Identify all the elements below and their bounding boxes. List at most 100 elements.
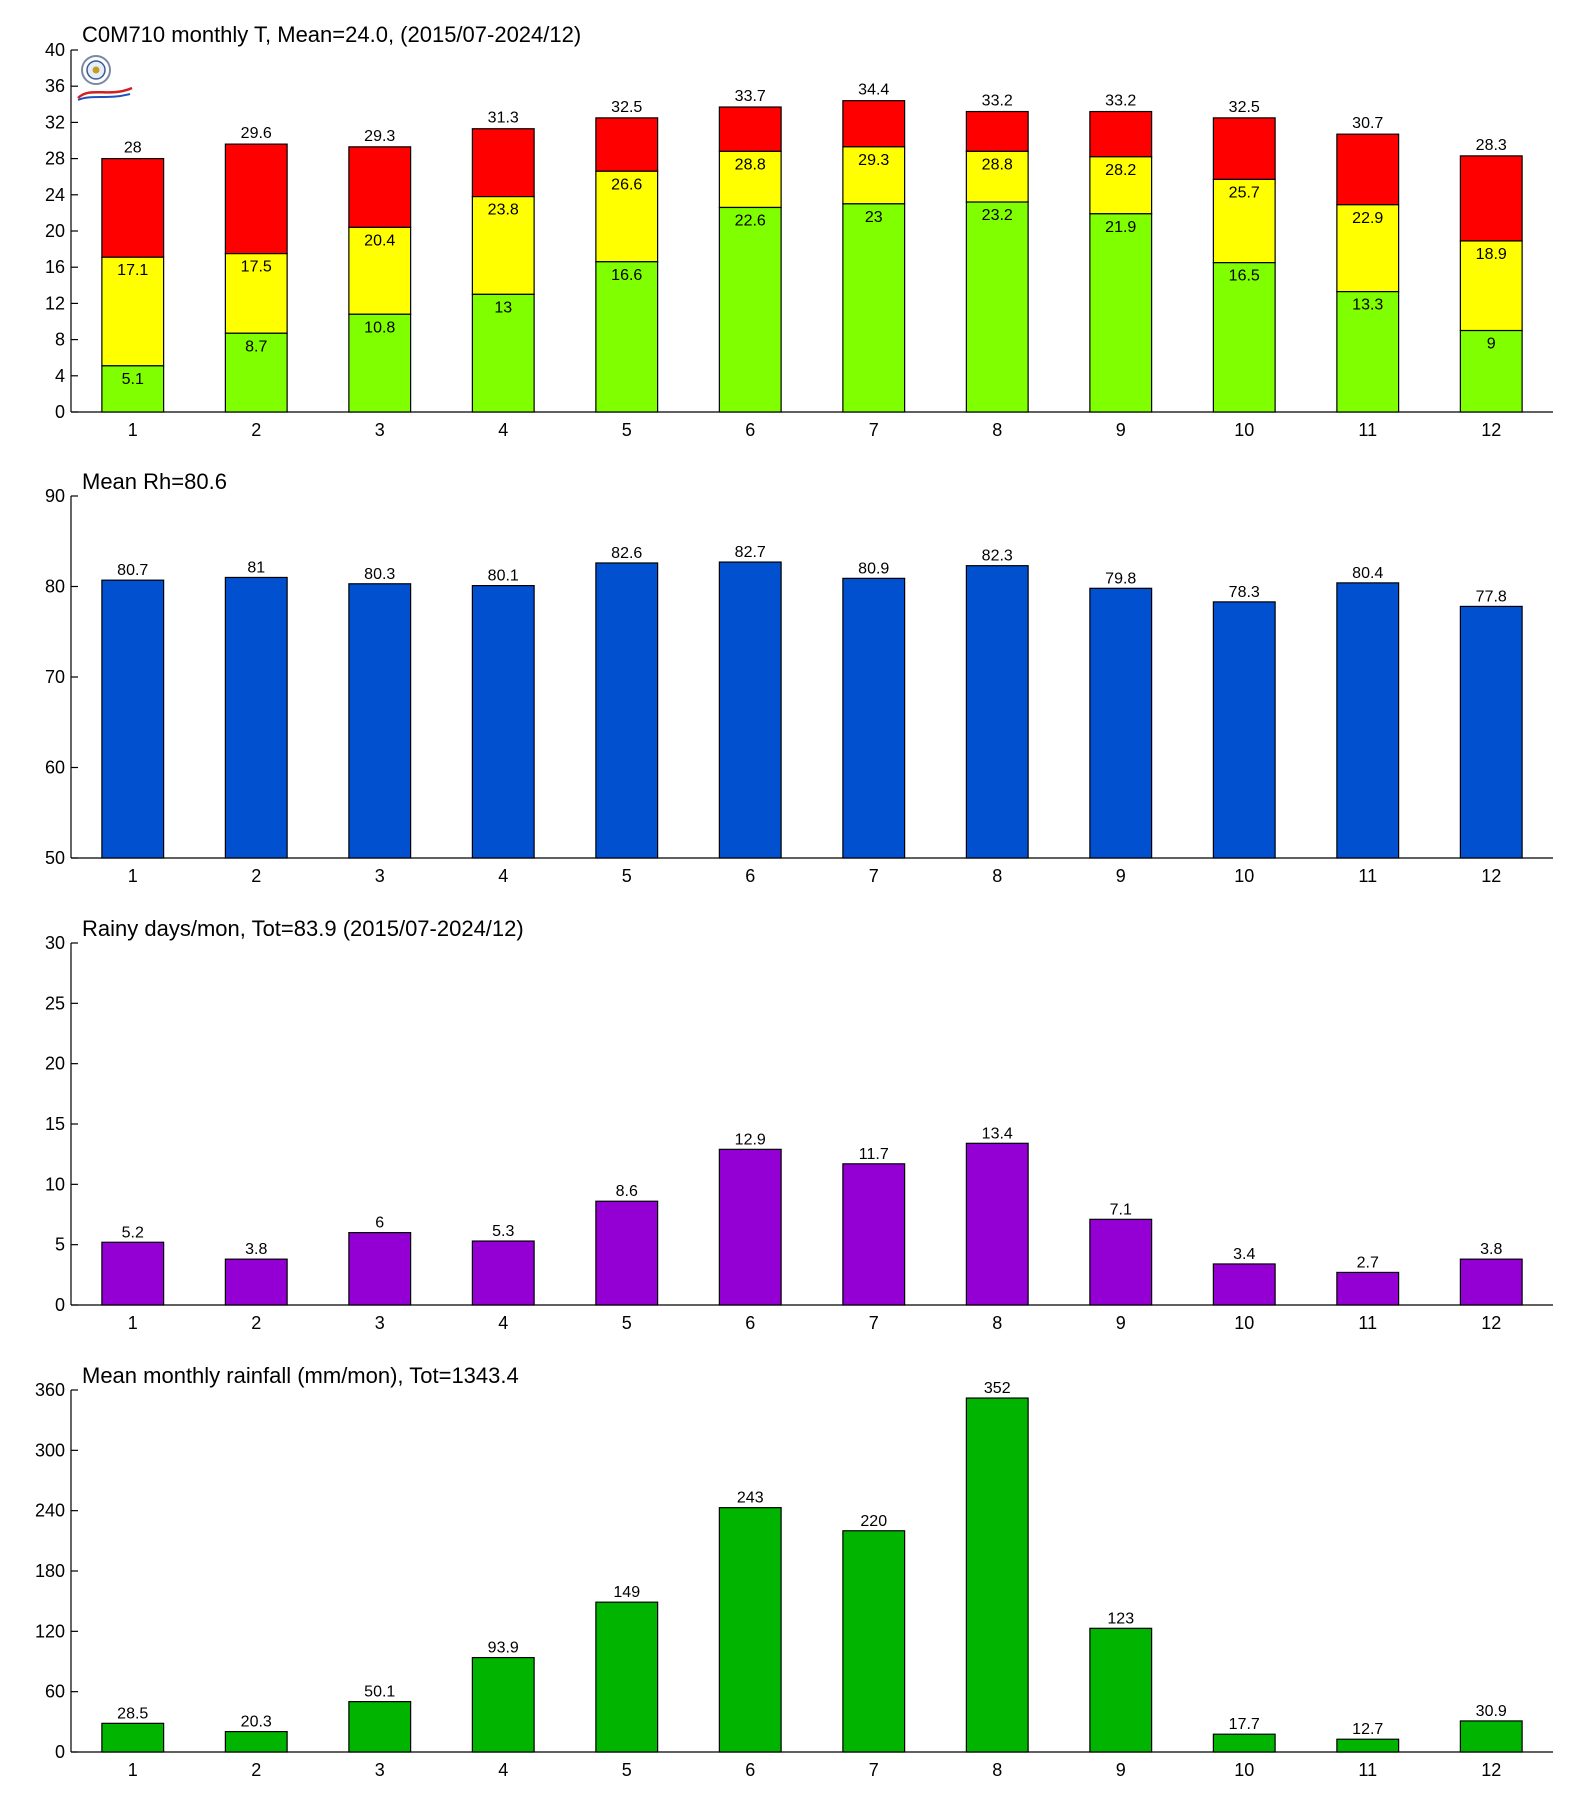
rainfall-x-tick-label: 8 [992, 1760, 1002, 1780]
rainy-days-value-label: 12.9 [735, 1131, 766, 1148]
rainy-days-y-tick-label: 0 [55, 1295, 65, 1315]
humidity-bar [1336, 582, 1400, 859]
humidity-y-tick-label: 60 [45, 758, 65, 778]
rainy-days-value-label: 3.8 [245, 1241, 267, 1258]
temperature-bar-mean [965, 150, 1029, 203]
temperature-low-label: 16.5 [1229, 268, 1260, 285]
rainfall-value-label: 28.5 [117, 1705, 148, 1722]
rainy-days-x-tick-label: 3 [375, 1313, 385, 1333]
rainfall-y-tick-label: 360 [35, 1380, 65, 1400]
temperature-x-tick-label: 1 [128, 420, 138, 440]
temperature-y-tick-label: 8 [55, 330, 65, 350]
rainfall-chart-title: Mean monthly rainfall (mm/mon), Tot=1343… [82, 1363, 519, 1388]
rainy-days-bar [718, 1148, 782, 1306]
rainy-days-bar [1089, 1218, 1153, 1306]
temperature-x-tick-label: 8 [992, 420, 1002, 440]
rainy-days-value-label: 5.2 [122, 1224, 144, 1241]
temperature-bar-high [224, 143, 288, 255]
rainy-days-y-tick-label: 10 [45, 1174, 65, 1194]
temperature-bar-low [718, 206, 782, 413]
temperature-x-tick-label: 5 [622, 420, 632, 440]
rainfall-value-label: 149 [613, 1584, 640, 1601]
rainy-days-x-tick-label: 12 [1481, 1313, 1501, 1333]
rainy-days-value-label: 11.7 [859, 1146, 889, 1163]
rainy-days-value-label: 6 [375, 1215, 384, 1232]
temperature-low-label: 23 [865, 209, 883, 226]
rainfall-value-label: 93.9 [488, 1640, 519, 1657]
rainfall-bar [1459, 1720, 1523, 1753]
humidity-y-tick-label: 80 [45, 577, 65, 597]
temperature-x-tick-label: 12 [1481, 420, 1501, 440]
temperature-chart-title: C0M710 monthly T, Mean=24.0, (2015/07-20… [82, 22, 581, 47]
temperature-bar-low [1212, 262, 1276, 413]
rainfall-bar [471, 1656, 535, 1753]
rainy-days-y-tick-label: 30 [45, 933, 65, 953]
temperature-high-label: 34.4 [858, 82, 889, 99]
humidity-x-tick-label: 8 [992, 866, 1002, 886]
temperature-bar-low [595, 261, 659, 413]
humidity-chart-title: Mean Rh=80.6 [82, 469, 227, 494]
rainy-days-x-tick-label: 4 [498, 1313, 508, 1333]
rainy-days-value-label: 5.3 [492, 1223, 514, 1240]
rainy-days-bar [224, 1258, 288, 1306]
temperature-mean-label: 17.1 [117, 262, 148, 279]
temperature-mean-label: 22.9 [1352, 210, 1383, 227]
rainy-days-y-tick-label: 5 [55, 1235, 65, 1255]
humidity-value-label: 79.8 [1105, 570, 1136, 587]
rainfall-bar [595, 1601, 659, 1753]
temperature-bar-low [842, 203, 906, 413]
temperature-mean-label: 18.9 [1476, 246, 1507, 263]
rainy-days-bar [595, 1200, 659, 1306]
rainfall-bar [224, 1730, 288, 1753]
humidity-bar [1089, 587, 1153, 859]
humidity-bar [965, 565, 1029, 859]
humidity-bar [1212, 601, 1276, 859]
humidity-x-tick-label: 6 [745, 866, 755, 886]
temperature-high-label: 32.5 [611, 99, 642, 116]
temperature-panel: C0M710 monthly T, Mean=24.0, (2015/07-20… [45, 22, 1553, 440]
temperature-mean-label: 28.8 [982, 156, 1013, 173]
temperature-y-tick-label: 36 [45, 76, 65, 96]
temperature-bar-high [348, 146, 412, 228]
rainfall-value-label: 30.9 [1476, 1703, 1507, 1720]
temperature-mean-label: 28.8 [735, 156, 766, 173]
temperature-bar-low [965, 201, 1029, 413]
temperature-bar-mean [842, 146, 906, 205]
rainfall-panel: Mean monthly rainfall (mm/mon), Tot=1343… [35, 1363, 1553, 1780]
rainfall-bar [1089, 1627, 1153, 1753]
temperature-bar-low [101, 365, 165, 413]
rainfall-x-tick-label: 5 [622, 1760, 632, 1780]
rainy-days-x-tick-label: 6 [745, 1313, 755, 1333]
humidity-x-tick-label: 1 [128, 866, 138, 886]
rainy-days-x-tick-label: 2 [251, 1313, 261, 1333]
temperature-bar-high [595, 117, 659, 172]
rainfall-bar [1336, 1738, 1400, 1753]
temperature-mean-label: 20.4 [364, 232, 395, 249]
rainy-days-bar [471, 1240, 535, 1306]
temperature-mean-label: 29.3 [858, 152, 889, 169]
humidity-x-tick-label: 4 [498, 866, 508, 886]
rainfall-value-label: 220 [860, 1513, 887, 1530]
temperature-high-label: 29.6 [241, 125, 272, 142]
rainfall-bar [101, 1722, 165, 1753]
rainfall-bar [842, 1530, 906, 1753]
temperature-bar-high [1459, 155, 1523, 242]
temperature-y-tick-label: 28 [45, 149, 65, 169]
temperature-bar-low [1459, 329, 1523, 413]
rainfall-y-tick-label: 240 [35, 1501, 65, 1521]
temperature-bar-mean [595, 170, 659, 263]
rainfall-y-tick-label: 300 [35, 1440, 65, 1460]
rainfall-y-tick-label: 120 [35, 1621, 65, 1641]
temperature-y-tick-label: 32 [45, 112, 65, 132]
temperature-bar-high [965, 110, 1029, 152]
rainy-days-x-tick-label: 7 [869, 1313, 879, 1333]
humidity-x-tick-label: 2 [251, 866, 261, 886]
temperature-high-label: 28.3 [1476, 137, 1507, 154]
temperature-high-label: 32.5 [1229, 99, 1260, 116]
temperature-low-label: 16.6 [611, 267, 642, 284]
humidity-y-tick-label: 70 [45, 667, 65, 687]
temperature-mean-label: 28.2 [1105, 162, 1136, 179]
humidity-x-tick-label: 9 [1116, 866, 1126, 886]
temperature-bar-high [842, 100, 906, 148]
humidity-y-tick-label: 90 [45, 486, 65, 506]
